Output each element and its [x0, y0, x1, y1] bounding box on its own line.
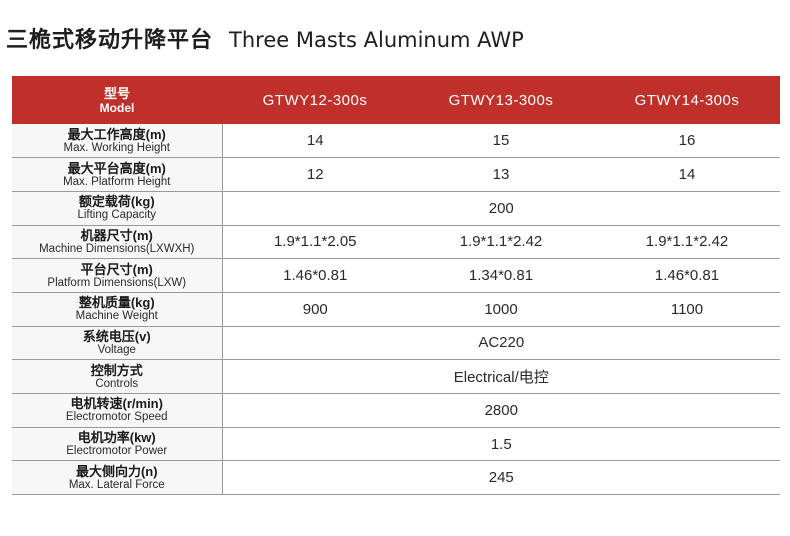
spec-value: 12: [222, 157, 408, 192]
table-row: 整机质量(kg) Machine Weight 900 1000 1100: [12, 292, 780, 327]
spec-value: 1.34*0.81: [408, 258, 594, 293]
spec-label-zh: 最大平台高度(m): [67, 160, 166, 176]
spec-value: 1.9*1.1*2.42: [594, 225, 780, 260]
spec-label-zh: 额定载荷(kg): [78, 194, 155, 210]
table-row: 最大侧向力(n) Max. Lateral Force 245: [12, 460, 780, 496]
table-row: 电机转速(r/min) Electromotor Speed 2800: [12, 393, 780, 428]
table-row: 最大平台高度(m) Max. Platform Height 12 13 14: [12, 157, 780, 192]
spec-label-en: Platform Dimensions(LXW): [47, 276, 187, 289]
spec-label-zh: 系统电压(v): [82, 328, 151, 344]
spec-table: 型号 Model GTWY12-300s GTWY13-300s GTWY14-…: [12, 76, 780, 496]
table-row: 电机功率(kw) Electromotor Power 1.5: [12, 427, 780, 462]
spec-label-cell: 机器尺寸(m) Machine Dimensions(LXWXH): [12, 225, 223, 260]
spec-value-shared: 245: [222, 460, 780, 496]
table-row: 系统电压(v) Voltage AC220: [12, 326, 780, 361]
spec-label-en: Electromotor Power: [66, 445, 168, 458]
spec-label-cell: 控制方式 Controls: [12, 359, 223, 394]
spec-label-zh: 控制方式: [90, 362, 143, 378]
spec-label-cell: 电机功率(kw) Electromotor Power: [12, 427, 223, 462]
spec-value: 1.46*0.81: [222, 258, 408, 293]
spec-label-cell: 平台尺寸(m) Platform Dimensions(LXW): [12, 258, 223, 293]
spec-label-zh: 电机功率(kw): [77, 430, 156, 446]
spec-value-shared: AC220: [222, 326, 780, 361]
spec-value: 1000: [408, 292, 594, 327]
spec-value: 14: [594, 157, 780, 192]
spec-label-en: Max. Platform Height: [63, 175, 171, 188]
spec-value-shared: 1.5: [222, 427, 780, 462]
spec-label-cell: 整机质量(kg) Machine Weight: [12, 292, 223, 327]
spec-label-en: Max. Working Height: [63, 141, 171, 154]
spec-label-cell: 电机转速(r/min) Electromotor Speed: [12, 393, 223, 428]
page-title-zh: 三桅式移动升降平台: [6, 28, 214, 53]
spec-table-body: 最大工作高度(m) Max. Working Height 14 15 16 最大平台高度…: [12, 124, 780, 496]
spec-label-zh: 整机质量(kg): [78, 295, 155, 311]
spec-label-en: Max. Lateral Force: [68, 478, 165, 491]
model-column-header: GTWY14-300s: [594, 76, 780, 124]
spec-value-shared: Electrical/电控: [222, 359, 780, 394]
page-title: 三桅式移动升降平台 Three Masts Aluminum AWP: [6, 22, 524, 54]
spec-value: 1.9*1.1*2.42: [408, 225, 594, 260]
table-row: 平台尺寸(m) Platform Dimensions(LXW) 1.46*0.81…: [12, 258, 780, 293]
model-column-header: GTWY12-300s: [222, 76, 408, 124]
model-label-cell: 型号 Model: [12, 76, 222, 124]
spec-value: 13: [408, 157, 594, 192]
model-column-header: GTWY13-300s: [408, 76, 594, 124]
spec-label-zh: 机器尺寸(m): [80, 227, 153, 243]
spec-label-zh: 最大侧向力(n): [75, 463, 158, 479]
spec-label-zh: 电机转速(r/min): [70, 396, 163, 412]
spec-label-en: Voltage: [97, 343, 136, 356]
spec-value-shared: 2800: [222, 393, 780, 428]
spec-value-shared: 200: [222, 191, 780, 226]
spec-label-cell: 最大侧向力(n) Max. Lateral Force: [12, 460, 223, 496]
table-row: 机器尺寸(m) Machine Dimensions(LXWXH) 1.9*1.1*…: [12, 225, 780, 260]
spec-label-en: Machine Weight: [75, 310, 158, 323]
spec-value: 1100: [594, 292, 780, 327]
model-label-zh: 型号: [103, 85, 130, 101]
spec-label-en: Electromotor Speed: [65, 411, 168, 424]
spec-value: 1.9*1.1*2.05: [222, 225, 408, 260]
table-row: 最大工作高度(m) Max. Working Height 14 15 16: [12, 124, 780, 159]
spec-value: 15: [408, 124, 594, 159]
spec-label-cell: 最大工作高度(m) Max. Working Height: [12, 124, 223, 159]
header-row: 型号 Model GTWY12-300s GTWY13-300s GTWY14-…: [12, 76, 780, 124]
spec-label-cell: 额定载荷(kg) Lifting Capacity: [12, 191, 223, 226]
spec-label-en: Machine Dimensions(LXWXH): [39, 242, 195, 255]
spec-label-en: Controls: [95, 377, 139, 390]
table-row: 控制方式 Controls Electrical/电控: [12, 359, 780, 394]
spec-label-zh: 最大工作高度(m): [67, 126, 166, 142]
page-title-en: Three Masts Aluminum AWP: [229, 28, 524, 52]
spec-label-cell: 系统电压(v) Voltage: [12, 326, 223, 361]
table-row: 额定载荷(kg) Lifting Capacity 200: [12, 191, 780, 226]
spec-label-zh: 平台尺寸(m): [80, 261, 153, 277]
spec-value: 1.46*0.81: [594, 258, 780, 293]
spec-label-en: Lifting Capacity: [77, 209, 157, 222]
spec-value: 900: [222, 292, 408, 327]
spec-label-cell: 最大平台高度(m) Max. Platform Height: [12, 157, 223, 192]
spec-value: 16: [594, 124, 780, 159]
model-label-en: Model: [99, 100, 135, 115]
spec-value: 14: [222, 124, 408, 159]
